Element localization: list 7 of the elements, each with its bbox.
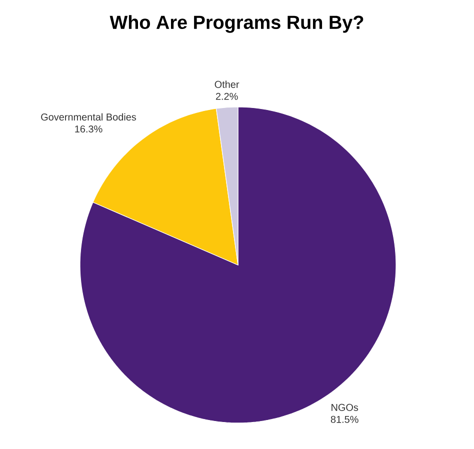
- data-label: 81.5%: [330, 416, 358, 423]
- data-label: 2.2%: [216, 92, 238, 100]
- chart-title: Who Are Programs Run By?: [110, 15, 364, 33]
- slice-label: Other: [214, 80, 240, 88]
- data-label: 16.3%: [75, 125, 102, 133]
- slice-label: NGOs: [332, 404, 358, 411]
- slice-label: Governmental Bodies: [41, 113, 136, 121]
